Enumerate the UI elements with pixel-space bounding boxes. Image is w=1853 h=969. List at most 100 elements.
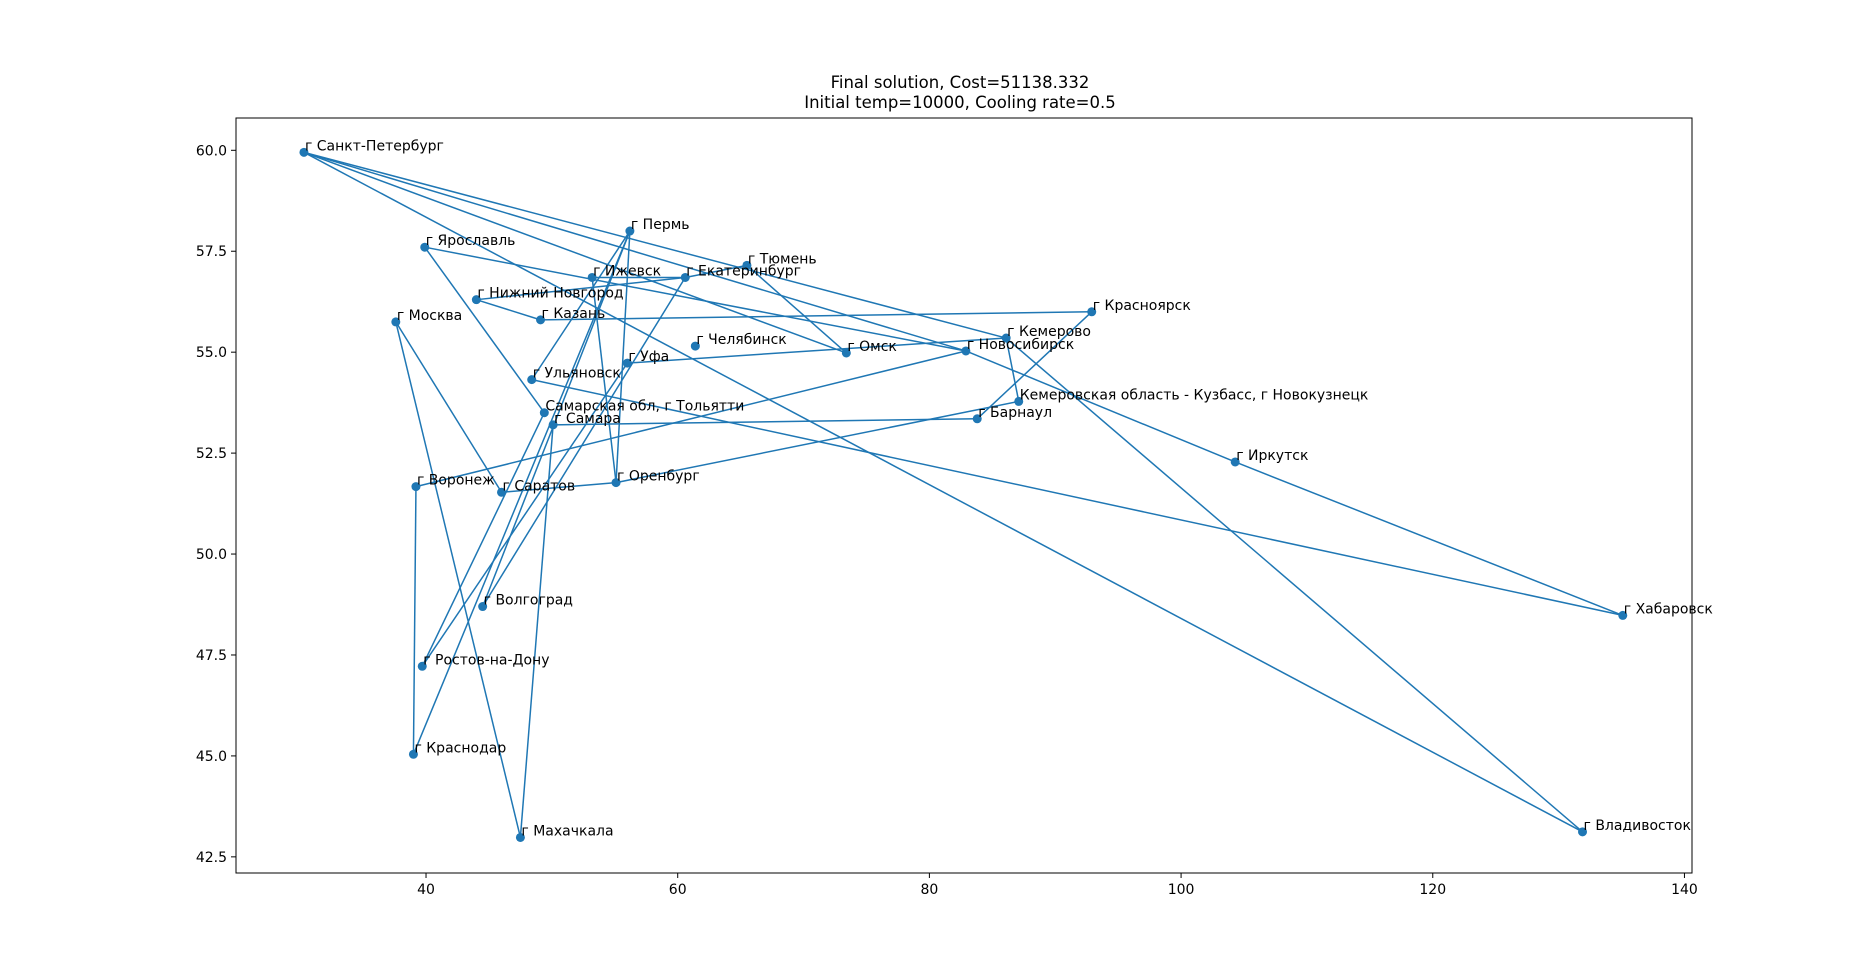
x-tick-label: 60 <box>669 882 687 898</box>
city-label: г Барнаул <box>978 405 1052 421</box>
city-point <box>1014 396 1024 406</box>
route-segment <box>303 151 967 352</box>
city-label: г Москва <box>397 308 462 324</box>
route-segment <box>421 362 628 667</box>
city-point <box>611 478 621 488</box>
city-label: г Саратов <box>503 478 576 494</box>
route-segment <box>553 418 978 426</box>
city-label: г Ростов-на-Дону <box>423 652 549 668</box>
route-lines <box>303 151 1624 838</box>
route-segment <box>476 276 686 301</box>
city-label: г Ярославль <box>426 233 516 249</box>
city-point <box>622 358 632 368</box>
route-segment <box>476 298 541 321</box>
route-segment <box>519 424 554 838</box>
city-point <box>1001 333 1011 343</box>
city-label: г Хабаровск <box>1624 601 1713 617</box>
y-tick-label: 42.5 <box>196 850 227 866</box>
city-points <box>299 147 1628 842</box>
city-point <box>587 272 597 282</box>
route-segment <box>531 230 631 381</box>
city-label: г Краснодар <box>414 740 506 756</box>
city-label: г Новосибирск <box>967 337 1074 353</box>
route-segment <box>1005 337 1020 402</box>
city-point <box>680 272 690 282</box>
city-point <box>625 226 635 236</box>
axes: 40 60 80 100 120 140 42.5 45.0 47.5 50.0 52.5 55.0 5… <box>196 143 1698 898</box>
chart-title: Final solution, Cost=51138.332 <box>831 73 1090 92</box>
city-label: г Оренбург <box>617 469 700 485</box>
route-segment <box>746 264 847 354</box>
city-point <box>1578 827 1588 837</box>
route-segment <box>303 151 1583 833</box>
x-tick-label: 140 <box>1671 882 1698 898</box>
route-segment <box>531 378 1623 617</box>
route-segment <box>395 321 522 838</box>
route-segment <box>412 230 631 755</box>
city-point <box>527 375 537 385</box>
city-label: г Воронеж <box>417 473 495 489</box>
plot-frame <box>235 117 1693 874</box>
city-label: г Махачкала <box>521 823 613 839</box>
city-point <box>841 348 851 358</box>
chart-subtitle: Initial temp=10000, Cooling rate=0.5 <box>804 93 1116 112</box>
city-point <box>391 317 401 327</box>
city-label: г Санкт-Петербург <box>305 138 444 154</box>
route-segment <box>965 350 1236 463</box>
city-label: г Нижний Новгород <box>477 286 623 302</box>
city-point <box>408 749 418 759</box>
x-tick-label: 80 <box>920 882 938 898</box>
city-point <box>515 832 525 842</box>
city-point <box>961 346 971 356</box>
city-point <box>1087 307 1097 317</box>
city-label: г Ижевск <box>593 263 661 279</box>
city-point <box>536 315 546 325</box>
city-label: г Челябинск <box>696 332 786 348</box>
route-segment <box>303 151 1007 339</box>
y-tick-label: 47.5 <box>196 648 227 664</box>
route-segment <box>424 246 545 414</box>
city-label: г Кемерово <box>1007 324 1091 340</box>
y-tick-label: 50.0 <box>196 547 227 563</box>
route-segment <box>1005 337 1584 833</box>
y-tick-label: 60.0 <box>196 143 227 159</box>
route-segment <box>481 230 631 607</box>
city-label: Самарская обл, г Тольятти <box>545 399 744 415</box>
city-point <box>497 487 507 497</box>
route-segment <box>1234 461 1624 617</box>
city-label: г Самара <box>554 411 621 427</box>
route-segment <box>627 337 1007 364</box>
city-label: г Казань <box>542 306 606 322</box>
city-point <box>690 341 700 351</box>
city-point <box>742 260 752 270</box>
route-segment <box>615 231 631 483</box>
y-tick-label: 52.5 <box>196 446 227 462</box>
city-label: г Иркутск <box>1236 448 1308 464</box>
city-point <box>471 295 481 305</box>
route-segment <box>615 400 1019 484</box>
city-label: г Владивосток <box>1584 818 1691 834</box>
route-segment <box>482 277 686 607</box>
city-label: г Пермь <box>631 217 690 233</box>
city-labels: г Санкт-Петербург г Ярославль г Пермь г Тюм… <box>305 138 1713 839</box>
route-segment <box>395 321 503 493</box>
route-segment <box>303 151 847 354</box>
x-tick-label: 40 <box>417 882 435 898</box>
city-label: г Ульяновск <box>533 366 621 382</box>
y-tick-label: 45.0 <box>196 749 227 765</box>
city-point <box>539 408 549 418</box>
city-label: г Омск <box>847 339 897 355</box>
x-tick-label: 120 <box>1419 882 1446 898</box>
route-segment <box>412 486 417 755</box>
city-point <box>420 242 430 252</box>
city-point <box>478 602 488 612</box>
route-segment <box>415 350 967 488</box>
city-point <box>1618 610 1628 620</box>
city-label: г Волгоград <box>484 593 573 609</box>
city-point <box>972 414 982 424</box>
route-segment <box>421 412 545 667</box>
y-tick-label: 55.0 <box>196 345 227 361</box>
y-tick-label: 57.5 <box>196 244 227 260</box>
